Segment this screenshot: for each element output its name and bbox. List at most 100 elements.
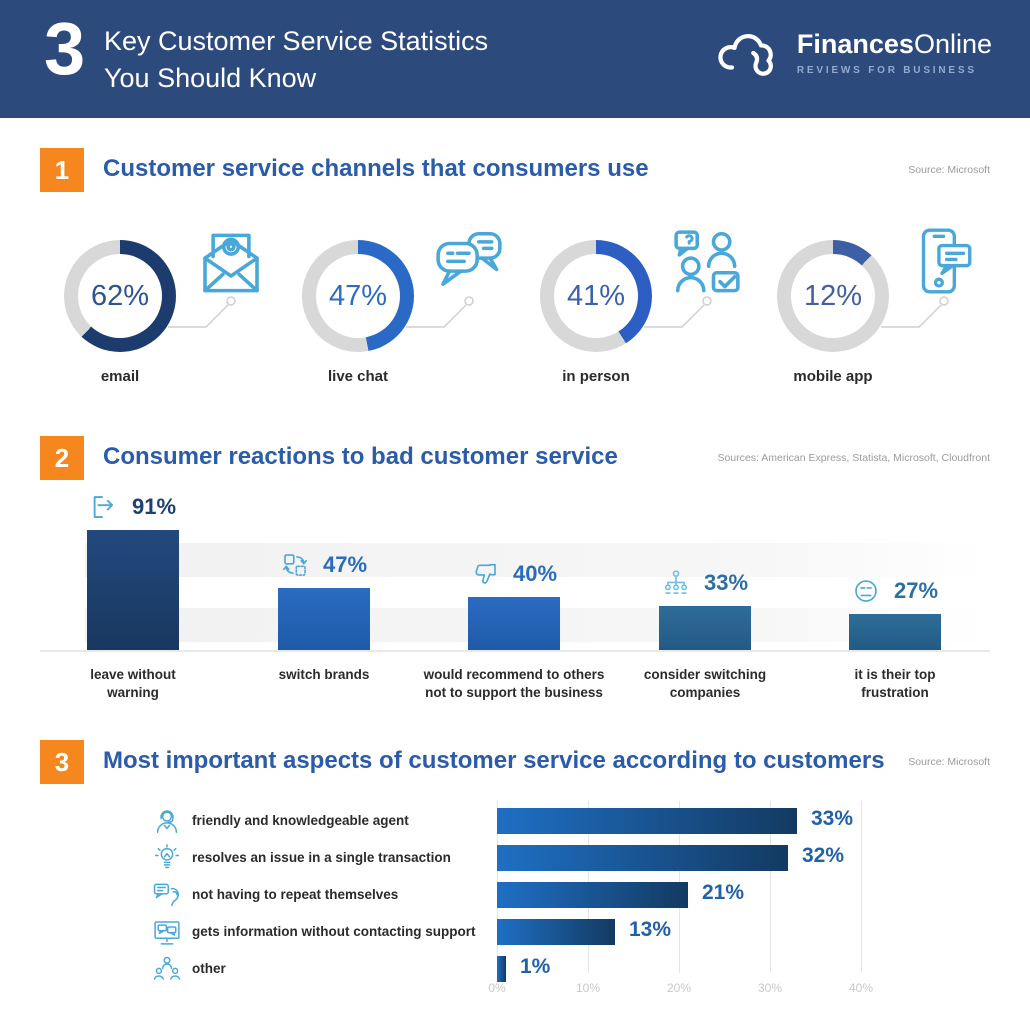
gridline xyxy=(861,801,862,973)
bar-switch-brands xyxy=(278,588,370,650)
donut-group-email: 62% email xyxy=(40,222,277,390)
hierarchy-icon xyxy=(661,568,691,598)
hbar-repeat xyxy=(497,882,688,908)
bar-label-recommend: would recommend to others not to support… xyxy=(423,667,605,700)
bar-label-leave: leave without warning xyxy=(90,667,176,700)
aspects-bar-chart: friendly and knowledgeable agent 33% res… xyxy=(40,795,990,1010)
donut-in-person-label: in person xyxy=(562,368,630,385)
aspect-label-single-transaction: resolves an issue in a single transactio… xyxy=(192,850,451,865)
bar-value-recommend: 40% xyxy=(513,561,558,586)
donut-live-chat: 47% xyxy=(302,240,414,352)
donut-in-person-value: 41% xyxy=(566,279,626,312)
monitor-chat-icon xyxy=(152,917,182,947)
donut-email: 62% xyxy=(64,240,176,352)
section1-title: Customer service channels that consumers… xyxy=(103,155,649,182)
donut-group-in-person: 41% in person xyxy=(516,222,753,390)
bar-label-consider-switching: consider switching companies xyxy=(643,667,767,700)
bar-value-switch-brands: 47% xyxy=(323,552,368,577)
x-tick-40: 40% xyxy=(848,981,874,995)
hbar-value-single-transaction: 32% xyxy=(802,844,845,867)
bar-label-frustration: it is their top frustration xyxy=(854,667,936,700)
section2-source: Sources: American Express, Statista, Mic… xyxy=(717,452,990,464)
hbar-agent xyxy=(497,808,797,834)
bar-value-leave: 91% xyxy=(132,494,177,519)
header-title-line2: You Should Know xyxy=(104,63,317,93)
x-tick-0: 0% xyxy=(488,981,506,995)
exit-icon xyxy=(89,492,119,522)
bar-label-switch-brands: switch brands xyxy=(278,667,370,682)
donut-mobile-app-value: 12% xyxy=(803,279,863,312)
aspect-label-agent: friendly and knowledgeable agent xyxy=(192,813,409,828)
agent-icon xyxy=(152,806,182,836)
reactions-bar-chart: 91% 47% xyxy=(40,490,990,710)
x-tick-20: 20% xyxy=(666,981,692,995)
section2-badge: 2 xyxy=(40,436,84,480)
aspect-label-self-service: gets information without contacting supp… xyxy=(192,924,476,939)
section2-title: Consumer reactions to bad customer servi… xyxy=(103,443,618,470)
hbar-self-service xyxy=(497,919,615,945)
section3-header: 3 Most important aspects of customer ser… xyxy=(40,740,990,784)
aspect-row-other: other 1% xyxy=(40,954,990,984)
donut-chart-row: 62% email 47% xyxy=(40,222,990,390)
hbar-value-self-service: 13% xyxy=(629,918,672,941)
aspect-row-self-service: gets information without contacting supp… xyxy=(40,917,990,947)
section3-title: Most important aspects of customer servi… xyxy=(103,747,885,774)
bar-frustration xyxy=(849,614,941,650)
brand-tagline: REVIEWS FOR BUSINESS xyxy=(796,64,977,76)
aspect-label-repeat: not having to repeat themselves xyxy=(192,887,399,902)
x-tick-10: 10% xyxy=(575,981,601,995)
aspect-row-repeat: not having to repeat themselves 21% xyxy=(40,880,990,910)
switch-icon xyxy=(280,550,310,580)
section1-badge: 1 xyxy=(40,148,84,192)
hbar-other xyxy=(497,956,506,982)
bar-value-frustration: 27% xyxy=(894,578,939,603)
connector-line xyxy=(881,296,949,328)
hbar-value-other: 1% xyxy=(520,955,551,978)
cloud-logo-icon xyxy=(715,28,783,78)
donut-live-chat-value: 47% xyxy=(328,279,388,312)
hbar-value-agent: 33% xyxy=(811,807,854,830)
aspect-row-agent: friendly and knowledgeable agent 33% xyxy=(40,806,990,836)
lightbulb-icon xyxy=(152,843,182,873)
connector-line xyxy=(406,296,474,328)
envelope-at-icon xyxy=(192,224,270,302)
annoyed-face-icon xyxy=(851,576,881,606)
section3-badge: 3 xyxy=(40,740,84,784)
connector-line xyxy=(644,296,712,328)
bar-consider-switching xyxy=(659,606,751,650)
brand-name-bold: Finances xyxy=(796,29,914,60)
donut-in-person: 41% xyxy=(540,240,652,352)
section3-source: Source: Microsoft xyxy=(908,756,990,768)
bar-value-consider-switching: 33% xyxy=(704,570,749,595)
brand-name-regular: Online xyxy=(913,29,992,60)
section2-header: 2 Consumer reactions to bad customer ser… xyxy=(40,436,990,480)
donut-mobile-app: 12% xyxy=(777,240,889,352)
phone-message-icon xyxy=(905,224,979,298)
people-question-icon xyxy=(668,224,746,302)
brand-text: FinancesOnline REVIEWS FOR BUSINESS xyxy=(796,29,992,76)
section1-header: 1 Customer service channels that consume… xyxy=(40,148,990,192)
connector-line xyxy=(168,296,236,328)
header-title: Key Customer Service Statistics You Shou… xyxy=(104,23,488,97)
header-banner: 3 Key Customer Service Statistics You Sh… xyxy=(0,0,1030,118)
donut-email-label: email xyxy=(100,368,140,385)
gridline xyxy=(770,801,771,973)
chat-bubbles-icon xyxy=(430,224,508,302)
thumbs-down-icon xyxy=(470,559,500,589)
donut-mobile-app-label: mobile app xyxy=(793,368,873,385)
aspect-row-single-transaction: resolves an issue in a single transactio… xyxy=(40,843,990,873)
aspect-label-other: other xyxy=(192,961,226,976)
section1-source: Source: Microsoft xyxy=(908,164,990,176)
x-axis-line xyxy=(40,650,990,652)
hbar-single-transaction xyxy=(497,845,788,871)
donut-group-live-chat: 47% live chat xyxy=(278,222,515,390)
header-big-number: 3 xyxy=(44,7,86,90)
hbar-value-repeat: 21% xyxy=(702,881,745,904)
brand-logo: FinancesOnline REVIEWS FOR BUSINESS xyxy=(715,28,992,78)
bar-leave xyxy=(87,530,179,650)
chat-ear-icon xyxy=(152,880,182,910)
header-title-line1: Key Customer Service Statistics xyxy=(104,26,489,56)
background-band xyxy=(85,543,990,577)
donut-group-mobile-app: 12% mobile app xyxy=(753,222,990,390)
